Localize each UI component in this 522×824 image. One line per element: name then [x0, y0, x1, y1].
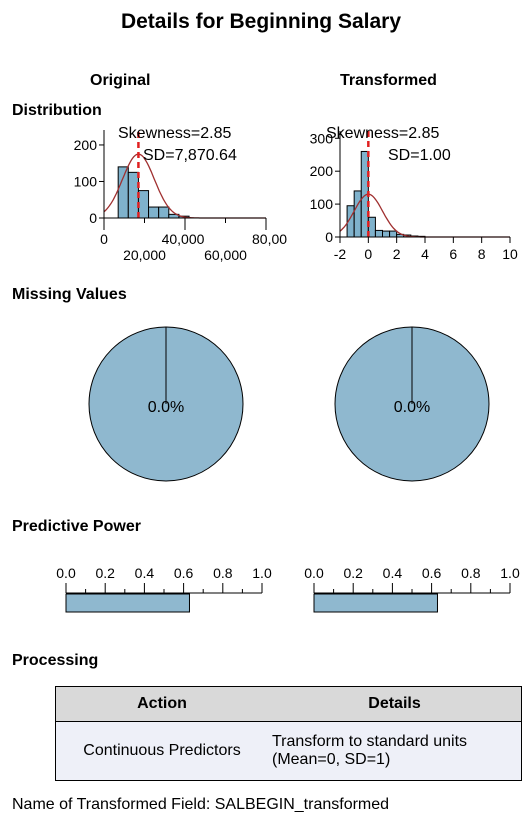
distribution-heading: Distribution — [12, 102, 102, 119]
tick-label: 0.4 — [383, 565, 403, 581]
histogram-bar — [137, 190, 150, 219]
transformed-missing-pie: 0.0% — [334, 326, 490, 482]
transformed-column-heading: Transformed — [340, 72, 437, 89]
action-column-header: Action — [55, 686, 268, 722]
x-tick-label: 10 — [502, 246, 518, 262]
tick-label: 1.0 — [252, 565, 272, 581]
y-tick-label: 200 — [74, 137, 98, 153]
details-line-1: Transform to standard units — [272, 733, 468, 750]
histogram-bar — [389, 230, 398, 238]
histogram-bar — [148, 206, 160, 219]
original-skewness: Skewness=2.85 — [118, 125, 232, 142]
details-cell: Transform to standard units (Mean=0, SD=… — [268, 721, 522, 781]
table-row: Continuous Predictors Transform to stand… — [55, 721, 522, 781]
power-bar — [65, 593, 190, 613]
y-tick-label: 200 — [310, 163, 334, 179]
tick-label: 1.0 — [500, 565, 520, 581]
tick-label: 0.8 — [213, 565, 233, 581]
x-tick-label: 80,00 — [252, 231, 287, 247]
tick-label: 0.2 — [343, 565, 363, 581]
pie-label: 0.0% — [148, 399, 184, 416]
transformed-skewness: Skewness=2.85 — [326, 125, 440, 142]
transformed-sd: SD=1.00 — [388, 147, 451, 164]
histogram-bar — [374, 229, 383, 238]
tick-label: 0.2 — [95, 565, 115, 581]
histogram-bar — [382, 230, 391, 238]
y-tick-label: 0 — [325, 229, 333, 245]
y-tick-label: 100 — [310, 196, 334, 212]
transformed-field-name: Name of Transformed Field: SALBEGIN_tran… — [12, 796, 390, 813]
x-tick-label: 0 — [364, 246, 372, 262]
x-tick-label: 60,000 — [204, 247, 247, 263]
tick-label: 0.0 — [304, 565, 324, 581]
predictive-power-heading: Predictive Power — [12, 518, 141, 535]
details-column-header: Details — [268, 686, 522, 722]
tick-label: 0.6 — [174, 565, 194, 581]
y-tick-label: 100 — [74, 173, 98, 189]
x-tick-label: 2 — [393, 246, 401, 262]
histogram-bar — [127, 171, 139, 219]
y-tick-label: 0 — [89, 210, 97, 226]
processing-table: Action Details Continuous Predictors Tra… — [55, 686, 522, 781]
tick-label: 0.0 — [56, 565, 76, 581]
action-cell: Continuous Predictors — [55, 721, 268, 781]
table-header-row: Action Details — [55, 686, 522, 722]
original-predictive-power-chart: 0.0 0.2 0.4 0.6 0.8 1.0 — [56, 565, 272, 613]
original-missing-pie: 0.0% — [88, 326, 244, 482]
original-column-heading: Original — [90, 72, 151, 89]
histogram-bar — [117, 166, 129, 219]
y-tick-label: 300 — [310, 130, 334, 146]
transformed-predictive-power-chart: 0.0 0.2 0.4 0.6 0.8 1.0 — [304, 565, 520, 613]
original-distribution-chart: 0 100 200 0 40,000 80,00 20,000 60,000 — [74, 130, 287, 263]
tick-label: 0.8 — [461, 565, 481, 581]
pie-label: 0.0% — [394, 399, 430, 416]
details-line-2: (Mean=0, SD=1) — [272, 751, 391, 768]
histogram-bar — [353, 190, 362, 238]
processing-heading: Processing — [12, 652, 99, 669]
x-tick-label: 6 — [449, 246, 457, 262]
tick-label: 0.4 — [135, 565, 155, 581]
x-tick-label: 40,000 — [162, 231, 205, 247]
x-tick-label: 8 — [478, 246, 486, 262]
tick-label: 0.6 — [422, 565, 442, 581]
page-title: Details for Beginning Salary — [120, 10, 402, 33]
x-tick-label: 20,000 — [123, 247, 166, 263]
power-bar — [313, 593, 438, 613]
histogram-bar — [158, 206, 170, 219]
x-tick-label: 4 — [421, 246, 429, 262]
x-tick-label: -2 — [334, 246, 347, 262]
original-sd: SD=7,870.64 — [143, 147, 237, 164]
missing-values-heading: Missing Values — [12, 286, 127, 303]
x-tick-label: 0 — [100, 231, 108, 247]
